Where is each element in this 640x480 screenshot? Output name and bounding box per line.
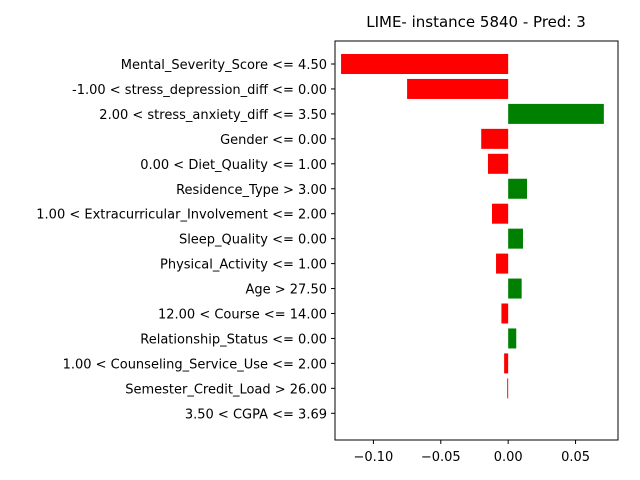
y-tick-label-11: Relationship_Status <= 0.00 [140, 332, 327, 347]
x-axis: −0.10 −0.05 0.00 0.05 [353, 440, 590, 465]
y-tick-label-14: 3.50 < CGPA <= 3.69 [185, 407, 327, 422]
bar-1 [407, 78, 509, 99]
bar-10 [501, 303, 509, 324]
bar-7 [508, 228, 523, 249]
x-tick-label-1: −0.05 [421, 450, 461, 465]
bars-layer [341, 54, 604, 399]
bar-8 [496, 253, 509, 274]
y-tick-label-3: Gender <= 0.00 [220, 133, 327, 148]
y-tick-label-7: Sleep_Quality <= 0.00 [179, 233, 327, 248]
y-tick-label-10: 12.00 < Course <= 14.00 [158, 308, 327, 323]
chart-title: LIME- instance 5840 - Pred: 3 [366, 13, 586, 31]
y-tick-label-5: Residence_Type > 3.00 [176, 183, 327, 198]
bar-9 [508, 278, 522, 299]
bar-12 [504, 353, 509, 374]
y-tick-label-2: 2.00 < stress_anxiety_diff <= 3.50 [99, 108, 327, 123]
y-tick-label-0: Mental_Severity_Score <= 4.50 [121, 58, 327, 73]
y-tick-label-4: 0.00 < Diet_Quality <= 1.00 [140, 158, 327, 173]
bar-2 [508, 103, 604, 124]
bar-6 [491, 203, 509, 224]
x-tick-label-2: 0.00 [494, 450, 523, 465]
y-tick-label-6: 1.00 < Extracurricular_Involvement <= 2.… [36, 208, 327, 223]
bar-5 [508, 178, 528, 199]
bar-0 [341, 54, 509, 74]
x-tick-label-0: −0.10 [353, 450, 393, 465]
y-tick-label-12: 1.00 < Counseling_Service_Use <= 2.00 [63, 357, 327, 372]
plot-frame [334, 40, 619, 441]
bar-4 [487, 153, 509, 174]
y-tick-label-13: Semester_Credit_Load > 26.00 [125, 382, 327, 397]
y-tick-label-1: -1.00 < stress_depression_diff <= 0.00 [72, 83, 327, 98]
bar-13 [507, 378, 509, 399]
y-tick-label-8: Physical_Activity <= 1.00 [160, 258, 327, 273]
bar-3 [481, 128, 509, 149]
y-tick-labels: Mental_Severity_Score <= 4.50 -1.00 < str… [36, 58, 335, 422]
y-tick-label-9: Age > 27.50 [245, 283, 327, 298]
bar-11 [508, 328, 517, 349]
x-tick-label-3: 0.05 [561, 450, 590, 465]
